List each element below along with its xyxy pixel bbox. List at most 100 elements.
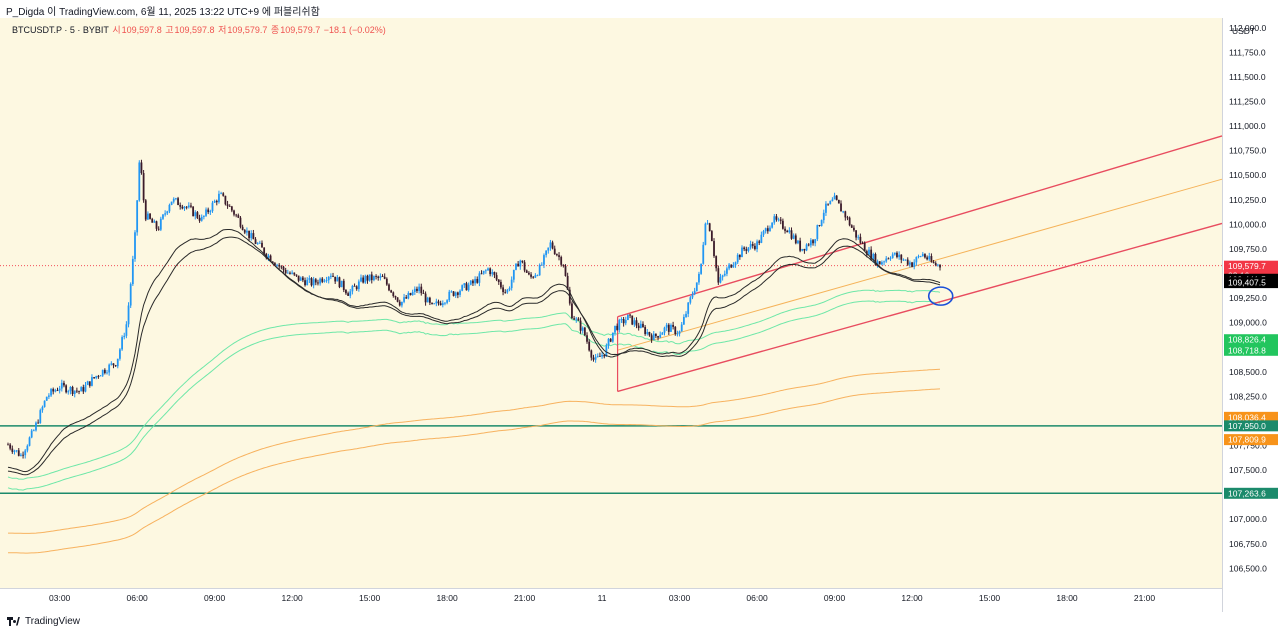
candle-body <box>543 255 545 265</box>
candle-body <box>825 203 827 213</box>
tradingview-logo-icon <box>7 616 21 627</box>
candle-body <box>267 255 270 258</box>
candle-body <box>392 292 395 296</box>
candle-body <box>329 275 332 277</box>
candle-body <box>416 288 418 291</box>
candle-body <box>101 369 104 376</box>
candle-body <box>586 335 588 342</box>
candle-body <box>138 162 141 201</box>
candle-body <box>827 203 829 205</box>
candle-body <box>75 390 78 392</box>
candle-body <box>816 225 819 240</box>
candle-body <box>820 220 823 226</box>
candle-body <box>756 241 758 250</box>
candle-body <box>280 266 283 268</box>
candle-body <box>91 377 93 386</box>
price-tick-label: 111,750.0 <box>1229 47 1266 57</box>
price-tick-label: 110,750.0 <box>1229 146 1266 156</box>
candle-body <box>461 285 464 291</box>
candle-body <box>919 256 922 258</box>
candle-body <box>388 284 390 291</box>
candle-body <box>215 200 218 203</box>
candle-body <box>157 228 160 230</box>
candle-body <box>913 262 916 267</box>
candle-body <box>693 290 696 295</box>
annotation-circle[interactable] <box>927 286 954 306</box>
candle-body <box>794 235 797 244</box>
price-axis-background[interactable] <box>1222 18 1280 612</box>
candle-body <box>375 276 377 277</box>
candle-body <box>377 276 380 278</box>
candle-body <box>833 195 836 200</box>
candle-body <box>37 422 40 424</box>
candle-body <box>13 450 16 452</box>
candle-body <box>803 248 806 251</box>
candle-body <box>665 324 668 328</box>
candle-body <box>497 279 500 283</box>
candle-body <box>590 350 593 358</box>
candle-body <box>474 278 476 284</box>
candle-body <box>781 220 784 229</box>
candle-body <box>650 335 653 341</box>
candle-body <box>788 230 791 233</box>
candle-body <box>278 264 281 267</box>
candle-body <box>661 332 664 335</box>
symbol-label[interactable]: BTCUSDT.P · 5 · BYBIT <box>12 25 109 35</box>
time-tick-label: 03:00 <box>49 593 71 603</box>
candle-body <box>706 223 709 225</box>
price-chart[interactable]: 112,000.0 111,750.0 111,500.0 111,250.0 111,… <box>0 18 1280 612</box>
candle-body <box>185 206 188 208</box>
tradingview-logo[interactable]: TradingView <box>7 616 80 627</box>
candle-body <box>883 261 885 263</box>
candle-body <box>487 268 489 271</box>
price-tick-label: 110,500.0 <box>1229 170 1266 180</box>
candle-body <box>508 288 511 290</box>
candle-body <box>799 240 802 251</box>
candle-body <box>403 297 405 302</box>
candle-body <box>360 277 362 282</box>
candle-body <box>732 265 735 268</box>
candle-body <box>431 302 433 304</box>
price-tick-label: 111,500.0 <box>1229 72 1266 82</box>
candle-body <box>190 205 192 207</box>
currency-label[interactable]: USDT <box>1232 26 1255 36</box>
candle-body <box>657 336 659 338</box>
candle-body <box>312 279 315 286</box>
candle-body <box>577 318 580 321</box>
candle-body <box>230 206 233 211</box>
candle-body <box>119 349 121 359</box>
candle-body <box>504 292 507 293</box>
candle-body <box>555 254 558 256</box>
candle-body <box>162 214 164 219</box>
candle-body <box>394 295 397 298</box>
ohlc-legend[interactable]: BTCUSDT.P · 5 · BYBIT 시109,597.8 고109,59… <box>12 23 387 36</box>
candle-body <box>627 314 629 321</box>
candle-body <box>917 256 920 258</box>
candle-body <box>355 286 358 290</box>
candle-body <box>103 369 106 374</box>
candle-body <box>738 254 741 258</box>
candle-body <box>398 301 401 306</box>
candle-body <box>760 234 763 243</box>
candle-body <box>822 212 825 221</box>
regression-channel-lower[interactable] <box>617 222 1223 393</box>
time-tick-label: 11 <box>598 593 607 603</box>
candle-body <box>332 275 334 277</box>
candle-body <box>741 247 743 258</box>
candle-body <box>424 293 427 303</box>
regression-channel-upper[interactable] <box>617 135 1223 318</box>
regression-channel-median[interactable] <box>617 178 1223 351</box>
candle-body <box>870 249 873 260</box>
candle-body <box>745 249 748 251</box>
candle-body <box>674 326 677 334</box>
candle-body <box>396 297 399 302</box>
time-axis-background[interactable] <box>0 588 1222 612</box>
candle-body <box>364 275 367 283</box>
price-tick-label: 109,750.0 <box>1229 244 1267 254</box>
candle-body <box>797 240 799 244</box>
candle-body <box>17 450 20 456</box>
candle-body <box>611 332 614 342</box>
candle-body <box>254 239 257 244</box>
candle-body <box>749 244 752 248</box>
open-value: 109,597.8 <box>121 25 162 35</box>
